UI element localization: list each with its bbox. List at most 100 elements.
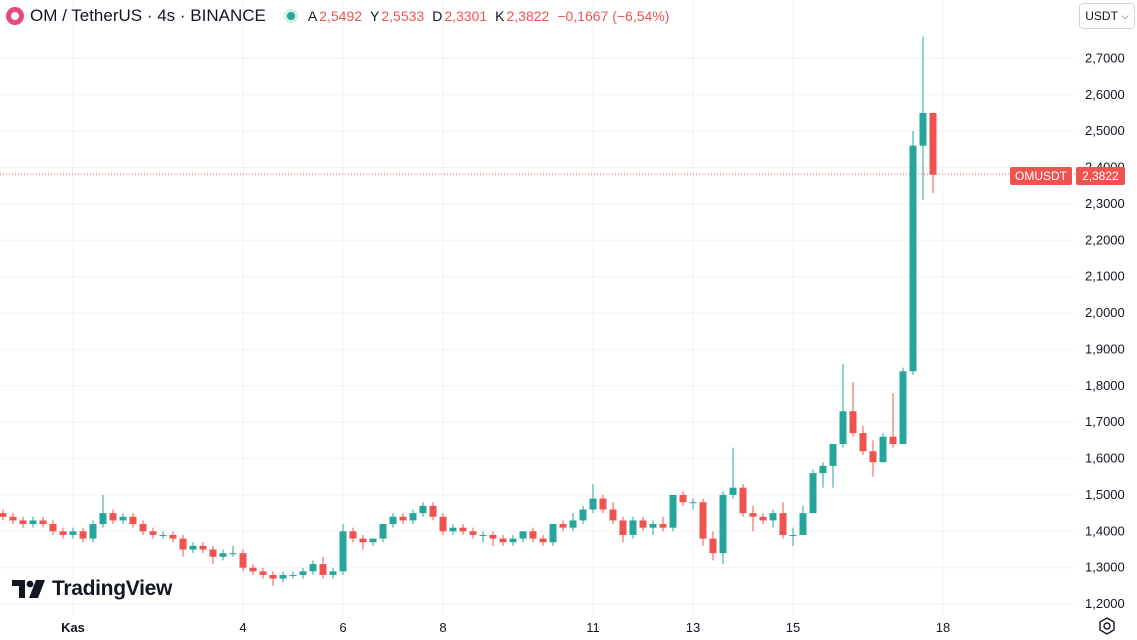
candle-body <box>219 553 227 557</box>
candle-body <box>329 571 337 575</box>
candle-body <box>889 436 897 445</box>
candle-body <box>439 516 447 532</box>
candle-body <box>339 531 347 572</box>
candle-up <box>99 494 107 528</box>
tradingview-logo-text: TradingView <box>52 577 173 600</box>
candle-down <box>489 531 497 546</box>
x-tick-label: 8 <box>439 620 446 635</box>
high-label: Y <box>370 8 380 24</box>
candle-down <box>869 440 877 477</box>
candle-body <box>269 574 277 579</box>
candle-up <box>829 444 837 488</box>
candle-up <box>579 505 587 525</box>
candle-down <box>0 509 7 521</box>
candle-body <box>379 524 387 539</box>
chart-grid <box>0 0 1075 615</box>
candle-body <box>619 520 627 535</box>
candle-body <box>689 502 697 504</box>
candle-body <box>289 574 297 576</box>
y-tick-label: 2,3000 <box>1085 196 1125 211</box>
market-status-icon[interactable] <box>283 9 298 23</box>
y-tick-label: 2,7000 <box>1085 50 1125 65</box>
candle-down <box>59 527 67 539</box>
y-tick-label: 1,2000 <box>1085 596 1125 611</box>
y-tick-label: 2,2000 <box>1085 232 1125 247</box>
candle-up <box>799 505 807 535</box>
candle-body <box>749 513 757 517</box>
candle-body <box>609 509 617 521</box>
ohlc-readout: A 2,5492 Y 2,5533 D 2,3301 K 2,3822 −0,1… <box>308 8 670 24</box>
candle-body <box>509 538 517 543</box>
candle-body <box>419 505 427 514</box>
symbol-title[interactable]: OM / TetherUS · 4s · BINANCE <box>30 6 266 25</box>
price-axis[interactable]: 2,70002,60002,50002,40002,30002,20002,10… <box>1085 50 1125 611</box>
candle-body <box>79 531 87 539</box>
candle-body <box>0 513 7 517</box>
candle-up <box>389 513 397 528</box>
candle-body <box>429 505 437 517</box>
candle-down <box>639 516 647 532</box>
x-tick-label: 4 <box>239 620 246 635</box>
candle-up <box>279 571 287 583</box>
candle-body <box>709 538 717 554</box>
tradingview-logo[interactable]: TradingView <box>12 577 172 601</box>
candle-up <box>689 498 697 510</box>
candle-body <box>189 545 197 550</box>
candle-up <box>569 513 577 532</box>
y-tick-label: 1,8000 <box>1085 378 1125 393</box>
candle-body <box>149 531 157 535</box>
candle-body <box>899 371 907 445</box>
candle-down <box>779 502 787 539</box>
candles-layer <box>0 36 937 586</box>
candle-down <box>849 382 857 437</box>
y-tick-label: 1,9000 <box>1085 341 1125 356</box>
candle-body <box>99 513 107 525</box>
candle-body <box>109 513 117 521</box>
currency-label: USDT <box>1085 9 1118 23</box>
candle-body <box>489 534 497 539</box>
candle-down <box>559 520 567 532</box>
candle-body <box>789 534 797 536</box>
candle-down <box>269 571 277 586</box>
open-value: 2,5492 <box>319 8 363 24</box>
candle-body <box>89 524 97 539</box>
candle-body <box>159 534 167 536</box>
candle-body <box>449 527 457 532</box>
candle-up <box>549 524 557 546</box>
candle-body <box>119 516 127 521</box>
candle-body <box>869 451 877 463</box>
symbol-price-tag: OMUSDT <box>1010 167 1072 185</box>
candle-body <box>469 531 477 535</box>
candle-down <box>239 549 247 572</box>
candle-up <box>29 516 37 528</box>
candle-up <box>909 131 917 375</box>
time-axis[interactable]: Kas 4 6 8 11 13 15 18 <box>61 620 950 635</box>
candle-body <box>399 516 407 521</box>
settings-gear-icon[interactable] <box>1098 617 1116 635</box>
candle-body <box>139 524 147 532</box>
candle-down <box>9 513 17 525</box>
candle-up <box>419 502 427 517</box>
candle-up <box>649 520 657 535</box>
candle-body <box>599 498 607 510</box>
candle-up <box>519 531 527 543</box>
candle-up <box>219 549 227 561</box>
candle-down <box>499 534 507 546</box>
candle-body <box>169 534 177 539</box>
candle-up <box>669 494 677 532</box>
candle-body <box>799 513 807 535</box>
candle-body <box>499 538 507 543</box>
candle-up <box>509 534 517 546</box>
low-value: 2,3301 <box>444 8 488 24</box>
candle-up <box>789 527 797 546</box>
candle-body <box>359 538 367 543</box>
candle-body <box>809 473 817 514</box>
currency-select-button[interactable]: USDT ⌵ <box>1079 3 1135 29</box>
candle-down <box>749 505 757 532</box>
candle-body <box>249 567 257 572</box>
candle-up <box>289 571 297 579</box>
close-label: K <box>495 8 505 24</box>
candle-body <box>779 513 787 535</box>
candle-body <box>69 531 77 535</box>
